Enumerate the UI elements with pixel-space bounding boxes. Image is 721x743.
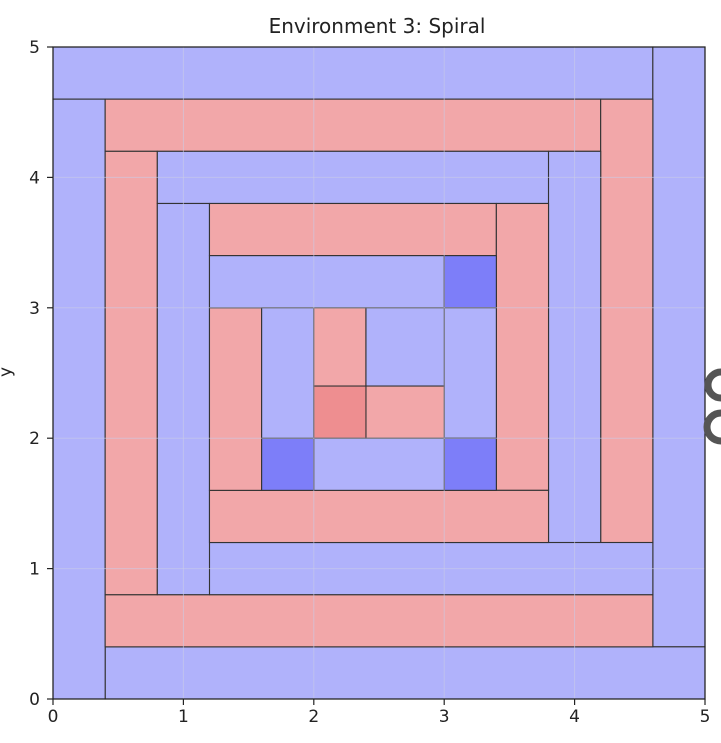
- cell-rect-blue-16: [208, 255, 445, 309]
- cell-rect-red-13: [495, 202, 550, 491]
- cell-rect-blue-24: [365, 307, 445, 387]
- y-tick-label-3: 3: [29, 299, 40, 319]
- x-tick-label-3: 3: [439, 707, 450, 727]
- cell-rect-red-23: [313, 307, 367, 387]
- cell-rect-dark_blue-17: [443, 255, 497, 309]
- y-tick-label-0: 0: [29, 690, 40, 710]
- cell-rect-blue-20: [313, 437, 445, 491]
- cell-rect-blue-22: [261, 307, 315, 439]
- cell-rect-blue-1: [652, 46, 706, 648]
- y-axis-label: y: [0, 367, 16, 377]
- cropped-glyph-decoration: [703, 368, 721, 445]
- cell-rect-blue-2: [104, 646, 706, 700]
- cell-rect-red-5: [600, 98, 654, 544]
- x-tick-label-1: 1: [178, 707, 189, 727]
- plot-area-frame: [52, 46, 706, 700]
- y-tick-label-5: 5: [29, 38, 40, 58]
- cell-rect-blue-3: [52, 98, 106, 700]
- cell-rect-blue-0: [52, 46, 654, 100]
- x-axis-ticks: 0 1 2 3 4 5: [48, 699, 711, 727]
- chart-title: Environment 3: Spiral: [269, 14, 486, 38]
- cell-rect-red-15: [208, 307, 263, 491]
- cell-rect-red-6: [104, 594, 654, 648]
- rect-cells: [52, 46, 706, 700]
- x-tick-label-0: 0: [48, 707, 59, 727]
- y-tick-label-1: 1: [29, 560, 40, 580]
- cell-rect-red-12: [208, 202, 497, 257]
- cell-rect-dark_blue-21: [261, 437, 315, 491]
- y-tick-label-2: 2: [29, 429, 40, 449]
- cell-rect-blue-18: [443, 307, 497, 439]
- x-tick-label-2: 2: [308, 707, 319, 727]
- cell-rect-red-25: [365, 385, 445, 439]
- cell-rect-dark_red-26: [313, 385, 367, 439]
- cell-rect-dark_blue-19: [443, 437, 497, 491]
- x-tick-label-5: 5: [700, 707, 711, 727]
- cell-rect-red-14: [208, 489, 550, 544]
- y-tick-label-4: 4: [29, 168, 40, 188]
- y-axis-ticks: 0 1 2 3 4 5: [29, 38, 53, 710]
- x-tick-label-4: 4: [569, 707, 580, 727]
- cell-rect-red-4: [104, 98, 602, 152]
- cell-rect-red-7: [104, 150, 158, 596]
